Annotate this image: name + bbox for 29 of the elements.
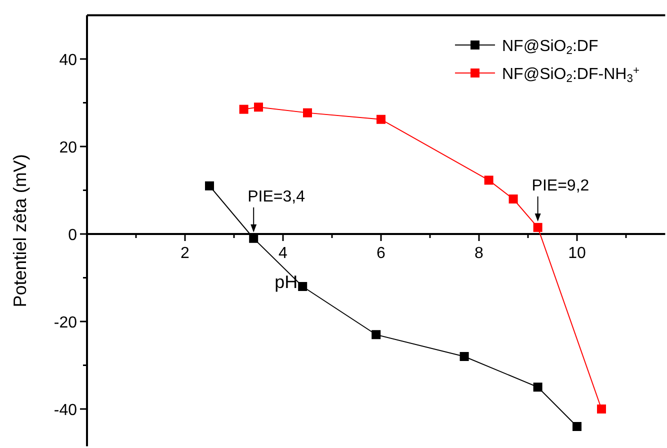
point	[533, 222, 542, 232]
point	[484, 176, 494, 185]
point	[533, 382, 542, 392]
y-tick-label: 40	[59, 52, 78, 69]
annotation: PIE=3,4	[248, 188, 306, 206]
point	[572, 422, 582, 431]
point	[303, 108, 312, 118]
point	[372, 330, 381, 340]
legend-label: NF@SiO$_{2}$:DF	[502, 38, 598, 57]
point	[597, 404, 606, 414]
x-axis-title: pH	[274, 272, 298, 292]
y-tick-label: 0	[68, 227, 78, 244]
point	[460, 352, 469, 361]
x-tick-label: 6	[376, 245, 386, 262]
x-tick-label: 8	[474, 245, 484, 262]
annotation: PIE=9,2	[532, 177, 590, 194]
x-tick-label: 4	[278, 245, 288, 262]
point	[376, 114, 386, 124]
point	[254, 102, 263, 112]
x-tick-label: 2	[180, 245, 190, 262]
y-axis-title: Potentiel zêta (mV)	[10, 154, 30, 308]
y-tick-label: 20	[59, 140, 78, 156]
point	[508, 194, 518, 204]
point	[239, 104, 248, 114]
point	[298, 282, 308, 291]
y-tick-label: -20	[54, 314, 78, 332]
point	[205, 181, 214, 190]
y-tick-label: -40	[54, 402, 78, 419]
x-tick-label: 10	[568, 245, 586, 262]
